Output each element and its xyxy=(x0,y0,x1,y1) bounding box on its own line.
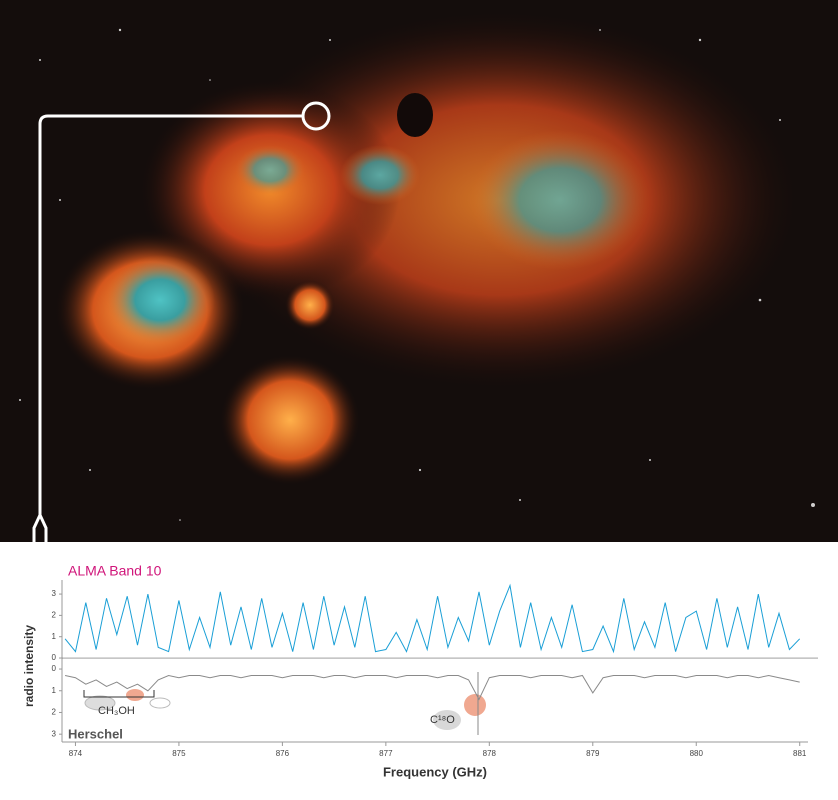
x-tick-label: 879 xyxy=(586,749,600,758)
x-axis-label: Frequency (GHz) xyxy=(383,764,487,779)
c18o-marker xyxy=(433,672,486,735)
y-tick-label: 1 xyxy=(52,632,57,641)
x-tick-label: 877 xyxy=(379,749,393,758)
y-tick-label: 0 xyxy=(52,653,57,662)
annotation: CH₃OH xyxy=(98,705,135,717)
y-tick-label: 3 xyxy=(52,729,57,738)
ch3oh-marker xyxy=(83,689,171,711)
x-tick-label: 874 xyxy=(69,749,83,758)
y-tick-label: 2 xyxy=(52,610,57,619)
y-tick-label: 1 xyxy=(52,686,57,695)
annotation: C¹⁸O xyxy=(430,714,455,726)
series-line xyxy=(64,674,800,701)
x-tick-label: 875 xyxy=(172,749,186,758)
x-tick-label: 876 xyxy=(276,749,290,758)
x-tick-label: 881 xyxy=(793,749,807,758)
x-tick-label: 880 xyxy=(690,749,704,758)
chart: ALMA Band 10 Herschel radio intensity Fr… xyxy=(22,563,818,779)
y-tick-label: 0 xyxy=(52,664,57,673)
y-axis-label: radio intensity xyxy=(22,625,36,707)
x-tick-label: 878 xyxy=(483,749,497,758)
nebula-photo xyxy=(0,0,838,542)
legend-label: Herschel xyxy=(68,726,123,741)
y-tick-label: 3 xyxy=(52,589,57,598)
series-line xyxy=(64,583,801,654)
legend-label: ALMA Band 10 xyxy=(68,563,162,579)
y-tick-label: 2 xyxy=(52,708,57,717)
